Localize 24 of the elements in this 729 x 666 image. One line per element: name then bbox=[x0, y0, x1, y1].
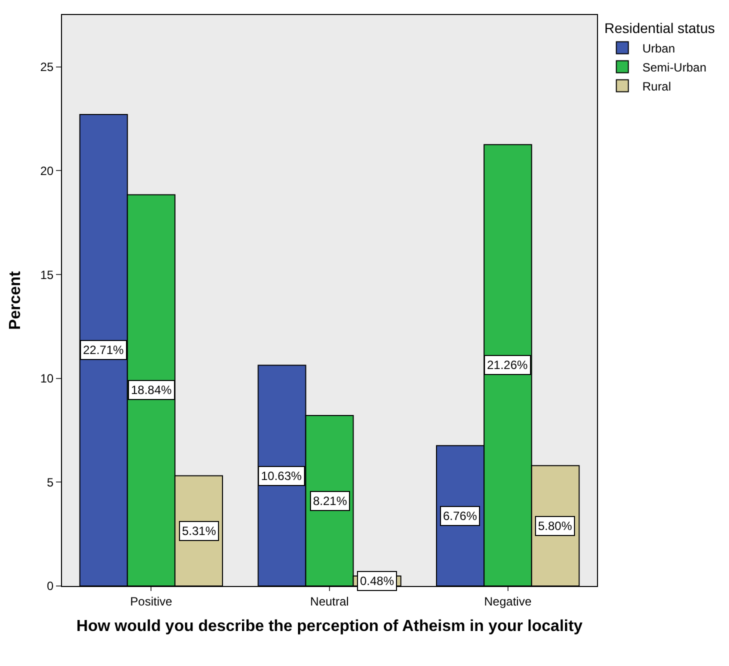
y-tick-label: 10 bbox=[40, 372, 54, 386]
data-label: 10.63% bbox=[261, 469, 302, 483]
legend-title: Residential status bbox=[604, 20, 715, 36]
data-label: 6.76% bbox=[443, 509, 478, 523]
y-axis-title: Percent bbox=[7, 270, 24, 330]
y-tick-label: 5 bbox=[46, 475, 54, 490]
legend-label: Rural bbox=[642, 79, 672, 94]
data-label: 18.84% bbox=[131, 383, 172, 397]
x-tick-label: Negative bbox=[484, 594, 532, 608]
x-tick-label: Positive bbox=[130, 594, 172, 608]
y-tick-label: 25 bbox=[40, 60, 54, 74]
y-tick-label: 20 bbox=[40, 164, 54, 178]
y-tick-label: 0 bbox=[46, 579, 54, 594]
legend-label: Semi-Urban bbox=[642, 60, 706, 74]
x-axis-title: How would you describe the perception of Atheism in your locality bbox=[76, 618, 583, 636]
y-tick-label: 15 bbox=[40, 268, 54, 282]
data-label: 0.48% bbox=[360, 574, 394, 588]
data-label: 21.26% bbox=[487, 358, 528, 372]
data-label: 5.80% bbox=[538, 519, 572, 533]
data-label: 5.31% bbox=[182, 524, 216, 538]
data-label: 22.71% bbox=[83, 343, 124, 357]
x-tick-label: Neutral bbox=[310, 594, 349, 608]
data-label: 8.21% bbox=[313, 494, 348, 508]
legend-label: Urban bbox=[642, 41, 676, 56]
